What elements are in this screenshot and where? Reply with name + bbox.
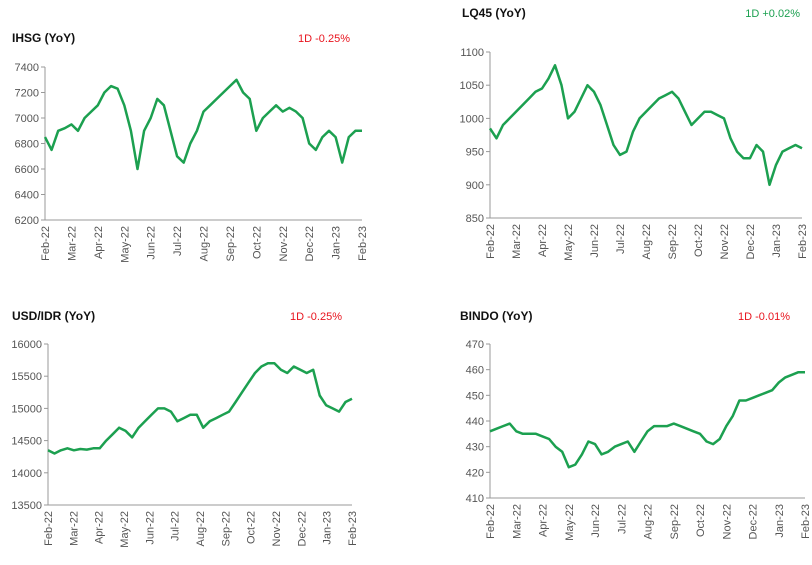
x-tick-label: Jan-23 bbox=[331, 226, 343, 260]
x-tick-label: Oct-22 bbox=[251, 226, 263, 259]
x-tick-label: Jun-22 bbox=[590, 504, 602, 538]
x-tick-label: Jan-23 bbox=[322, 511, 334, 545]
x-tick-label: May-22 bbox=[119, 226, 131, 263]
x-tick-label: Feb-23 bbox=[797, 224, 809, 259]
price-line bbox=[47, 362, 353, 455]
y-tick-label: 850 bbox=[466, 213, 484, 225]
y-tick-label: 900 bbox=[466, 180, 484, 192]
x-tick-label: Mar-22 bbox=[66, 226, 78, 261]
x-tick-label: Jul-22 bbox=[615, 224, 627, 254]
y-tick-label: 6800 bbox=[15, 139, 39, 151]
x-tick-label: Jun-22 bbox=[589, 224, 601, 258]
x-tick-label: Sep-22 bbox=[220, 511, 232, 546]
x-tick-label: Mar-22 bbox=[511, 504, 523, 539]
x-tick-label: Apr-22 bbox=[537, 224, 549, 257]
change-label: 1D -0.25% bbox=[298, 33, 350, 45]
y-tick-label: 1100 bbox=[460, 47, 484, 59]
change-label: 1D +0.02% bbox=[745, 8, 800, 20]
x-tick-label: Nov-22 bbox=[271, 511, 283, 546]
x-tick-label: Dec-22 bbox=[296, 511, 308, 546]
x-tick-label: Dec-22 bbox=[745, 224, 757, 259]
y-tick-label: 13500 bbox=[11, 500, 42, 512]
x-tick-label: Aug-22 bbox=[641, 224, 653, 259]
y-tick-label: 15000 bbox=[11, 403, 42, 415]
x-tick-label: Nov-22 bbox=[719, 224, 731, 259]
x-tick-label: Sep-22 bbox=[225, 226, 237, 261]
x-tick-label: Nov-22 bbox=[278, 226, 290, 261]
x-tick-label: Oct-22 bbox=[246, 511, 258, 544]
x-tick-label: May-22 bbox=[564, 504, 576, 541]
y-tick-label: 440 bbox=[466, 416, 484, 428]
y-tick-label: 7200 bbox=[15, 88, 39, 100]
x-tick-label: Jul-22 bbox=[170, 511, 182, 541]
x-tick-label: Jul-22 bbox=[172, 226, 184, 256]
x-tick-label: Feb-22 bbox=[43, 511, 55, 546]
y-tick-label: 460 bbox=[466, 365, 484, 377]
x-tick-label: Mar-22 bbox=[68, 511, 80, 546]
price-line bbox=[489, 370, 805, 469]
price-line bbox=[43, 78, 362, 171]
x-tick-label: Sep-22 bbox=[667, 224, 679, 259]
x-tick-label: Feb-23 bbox=[800, 504, 812, 539]
y-tick-label: 6400 bbox=[15, 190, 39, 202]
y-tick-label: 6200 bbox=[15, 215, 39, 227]
y-tick-label: 450 bbox=[466, 390, 484, 402]
y-tick-label: 410 bbox=[466, 493, 484, 505]
y-tick-label: 14000 bbox=[11, 468, 42, 480]
x-tick-label: Aug-22 bbox=[195, 511, 207, 546]
x-tick-label: Apr-22 bbox=[538, 504, 550, 537]
y-tick-label: 15500 bbox=[11, 371, 42, 383]
x-tick-label: Feb-22 bbox=[485, 224, 497, 259]
y-tick-label: 16000 bbox=[11, 339, 42, 351]
y-tick-label: 1050 bbox=[460, 80, 484, 92]
x-tick-label: Feb-23 bbox=[357, 226, 369, 261]
x-tick-label: Jun-22 bbox=[144, 511, 156, 545]
x-tick-label: Jan-23 bbox=[774, 504, 786, 538]
x-tick-label: Jan-23 bbox=[771, 224, 783, 258]
chart-title: BINDO (YoY) bbox=[460, 309, 532, 323]
x-tick-label: May-22 bbox=[563, 224, 575, 261]
x-tick-label: Feb-23 bbox=[347, 511, 359, 546]
x-tick-label: May-22 bbox=[119, 511, 131, 548]
x-tick-label: Nov-22 bbox=[721, 504, 733, 539]
change-label: 1D -0.01% bbox=[738, 311, 790, 323]
x-tick-label: Feb-22 bbox=[485, 504, 497, 539]
chart-title: LQ45 (YoY) bbox=[462, 6, 526, 20]
chart-title: USD/IDR (YoY) bbox=[12, 309, 95, 323]
x-tick-label: Sep-22 bbox=[669, 504, 681, 539]
y-tick-label: 7000 bbox=[15, 113, 39, 125]
x-tick-label: Mar-22 bbox=[511, 224, 523, 259]
chart-title: IHSG (YoY) bbox=[12, 31, 75, 45]
y-tick-label: 6600 bbox=[15, 164, 39, 176]
y-tick-label: 1000 bbox=[460, 113, 484, 125]
x-tick-label: Dec-22 bbox=[748, 504, 760, 539]
change-label: 1D -0.25% bbox=[290, 311, 342, 323]
x-tick-label: Jun-22 bbox=[146, 226, 158, 260]
y-tick-label: 14500 bbox=[11, 436, 42, 448]
price-line bbox=[488, 64, 803, 187]
x-tick-label: Apr-22 bbox=[93, 226, 105, 259]
x-tick-label: Jul-22 bbox=[616, 504, 628, 534]
y-tick-label: 7400 bbox=[15, 62, 39, 74]
y-tick-label: 950 bbox=[466, 147, 484, 159]
x-tick-label: Apr-22 bbox=[94, 511, 106, 544]
x-tick-label: Aug-22 bbox=[643, 504, 655, 539]
x-tick-label: Aug-22 bbox=[199, 226, 211, 261]
x-tick-label: Oct-22 bbox=[695, 504, 707, 537]
y-tick-label: 420 bbox=[466, 467, 484, 479]
y-tick-label: 470 bbox=[466, 339, 484, 351]
x-tick-label: Oct-22 bbox=[693, 224, 705, 257]
x-tick-label: Dec-22 bbox=[304, 226, 316, 261]
x-tick-label: Feb-22 bbox=[40, 226, 52, 261]
y-tick-label: 430 bbox=[466, 442, 484, 454]
